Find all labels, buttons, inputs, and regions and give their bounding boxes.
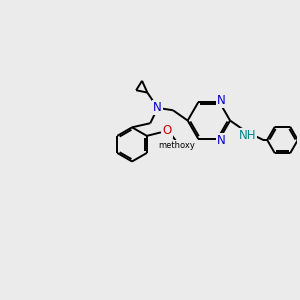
Text: N: N bbox=[153, 101, 162, 114]
Text: methoxy: methoxy bbox=[158, 141, 195, 150]
Text: O: O bbox=[163, 124, 172, 137]
Text: N: N bbox=[217, 134, 225, 147]
Text: NH: NH bbox=[239, 129, 256, 142]
Text: N: N bbox=[217, 94, 225, 107]
